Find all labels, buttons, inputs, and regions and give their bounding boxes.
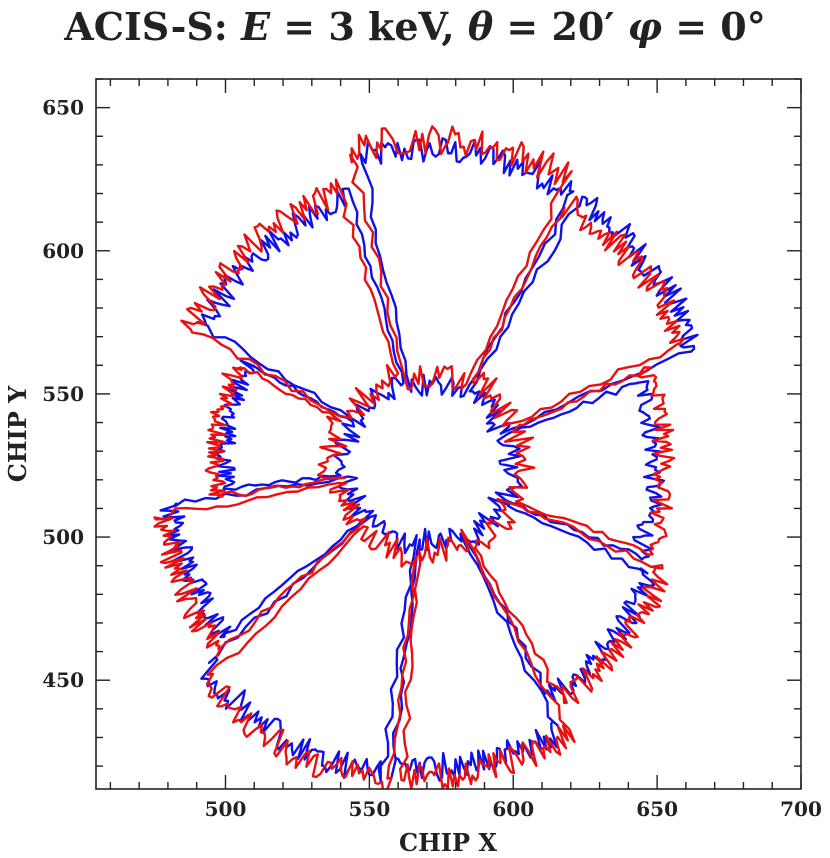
title-phi-value: = 0°	[662, 4, 766, 49]
plot-frame	[95, 78, 802, 790]
chart-title: ACIS-S: E = 3 keV, θ = 20′ φ = 0°	[0, 4, 830, 49]
series-layer	[153, 125, 699, 789]
sector-contour	[196, 187, 405, 428]
title-prefix: ACIS-S:	[64, 4, 242, 49]
title-phi-symbol: φ	[627, 4, 662, 49]
sector-contour	[200, 514, 418, 783]
sector-contour	[494, 380, 666, 561]
y-tick-label: 600	[42, 239, 84, 263]
x-tick-label: 650	[636, 797, 678, 821]
sector-contour	[180, 178, 400, 420]
x-tick-label: 550	[348, 797, 390, 821]
x-tick-label: 500	[205, 797, 247, 821]
sector-contour	[153, 481, 367, 658]
y-axis-label: CHIP Y	[3, 385, 32, 482]
y-tick-label: 450	[42, 668, 84, 692]
sector-contour	[205, 525, 418, 789]
ticks-layer	[96, 78, 802, 789]
sector-contour	[503, 366, 676, 556]
x-axis-label: CHIP X	[399, 828, 497, 857]
sector-contour	[468, 195, 699, 435]
tick-labels-layer: 500 550 600 650 700 450 500 550 600 650	[42, 96, 822, 821]
y-tick-label: 550	[42, 382, 84, 406]
sector-contour	[473, 497, 669, 705]
title-e-value: = 3 keV,	[270, 4, 468, 49]
x-tick-label: 700	[780, 797, 822, 821]
sector-contour	[159, 475, 375, 639]
title-theta-value: = 20′	[493, 4, 628, 49]
sector-contour	[471, 195, 685, 428]
series-blue	[159, 137, 699, 783]
sector-contour	[349, 125, 573, 391]
sector-contour	[399, 528, 576, 789]
sector-contour	[390, 527, 559, 782]
y-tick-label: 650	[42, 96, 84, 120]
sector-contour	[215, 359, 361, 491]
sector-contour	[204, 366, 348, 498]
y-tick-label: 500	[42, 525, 84, 549]
x-tick-label: 600	[492, 797, 534, 821]
series-red	[153, 125, 685, 789]
title-e-symbol: E	[241, 4, 271, 49]
title-theta-symbol: θ	[467, 4, 494, 49]
